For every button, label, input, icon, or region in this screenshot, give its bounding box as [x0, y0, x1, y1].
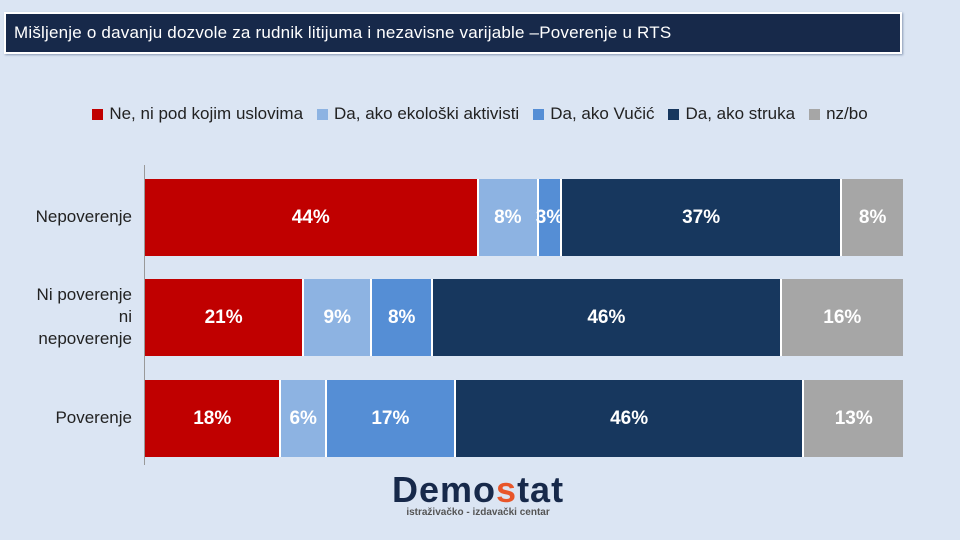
- logo-text-c: tat: [517, 469, 565, 510]
- bar-row: 44% 8% 3% 37% 8%: [145, 179, 903, 256]
- data-label: 37%: [682, 206, 721, 228]
- bar-segment: 9%: [304, 279, 373, 356]
- legend-label: Da, ako Vučić: [550, 104, 655, 123]
- data-label: 16%: [823, 306, 862, 328]
- bar-segment: 46%: [455, 380, 805, 457]
- bar-segment: 21%: [145, 279, 305, 356]
- bar-segment: 37%: [561, 179, 843, 256]
- logo-tagline: istraživačko - izdavački centar: [406, 507, 550, 518]
- data-label: 9%: [323, 306, 352, 328]
- category-label: Nepoverenje: [0, 206, 132, 228]
- data-label: 46%: [587, 306, 626, 328]
- category-label: Ni poverenje ni nepoverenje: [0, 284, 132, 350]
- legend-item: nz/bo: [809, 104, 868, 124]
- bar-segment: 6%: [281, 380, 327, 457]
- category-label: Poverenje: [0, 407, 132, 429]
- data-label: 44%: [291, 206, 330, 228]
- bar-segment: 13%: [804, 380, 903, 457]
- data-label: 18%: [193, 407, 232, 429]
- data-label: 8%: [858, 206, 887, 228]
- category-label-line: Ni poverenje: [36, 285, 132, 304]
- bar-row: 18% 6% 17% 46% 13%: [145, 380, 903, 457]
- legend-swatch: [317, 108, 329, 120]
- bar-segment: 46%: [433, 279, 782, 356]
- legend-item: Da, ako ekološki aktivisti: [317, 104, 519, 124]
- category-label-line: Nepoverenje: [35, 207, 132, 226]
- category-label-line: nepoverenje: [38, 329, 132, 348]
- category-label-line: ni: [118, 307, 132, 326]
- chart-title: Mišljenje o davanju dozvole za rudnik li…: [4, 12, 902, 54]
- bar-segment: 3%: [535, 179, 564, 256]
- legend-swatch: [809, 108, 821, 120]
- legend-label: Da, ako struka: [685, 104, 796, 123]
- bar-segment: 8%: [842, 179, 903, 256]
- legend-label: nz/bo: [826, 104, 868, 123]
- logo-text-b: s: [496, 469, 518, 510]
- data-label: 13%: [834, 407, 873, 429]
- data-label: 8%: [494, 206, 522, 228]
- legend: Ne, ni pod kojim uslovima Da, ako ekološk…: [0, 104, 960, 124]
- data-label: 46%: [610, 407, 649, 429]
- category-axis: [144, 165, 145, 465]
- data-label: 21%: [204, 306, 243, 328]
- category-label-line: Poverenje: [55, 408, 132, 427]
- bar-segment: 17%: [326, 380, 456, 457]
- legend-swatch: [92, 108, 104, 120]
- data-label: 6%: [289, 407, 317, 429]
- bar-row: 21% 9% 8% 46% 16%: [145, 279, 903, 356]
- data-label: 3%: [535, 206, 564, 228]
- legend-label: Da, ako ekološki aktivisti: [334, 104, 520, 123]
- data-label: 17%: [371, 407, 410, 429]
- legend-item: Ne, ni pod kojim uslovima: [92, 104, 303, 124]
- bar-segment: 16%: [781, 279, 903, 356]
- legend-item: Da, ako Vučić: [533, 104, 654, 124]
- logo-text-a: Demo: [392, 469, 497, 510]
- legend-swatch: [668, 108, 680, 120]
- bar-segment: 8%: [372, 279, 434, 356]
- bar-segment: 44%: [145, 179, 479, 256]
- legend-swatch: [533, 108, 545, 120]
- bar-segment: 18%: [145, 380, 282, 457]
- demostat-logo: Demostat istraživačko - izdavački centar: [392, 469, 565, 519]
- legend-item: Da, ako struka: [668, 104, 795, 124]
- bar-segment: 8%: [478, 179, 540, 256]
- legend-label: Ne, ni pod kojim uslovima: [109, 104, 304, 123]
- data-label: 8%: [387, 306, 416, 328]
